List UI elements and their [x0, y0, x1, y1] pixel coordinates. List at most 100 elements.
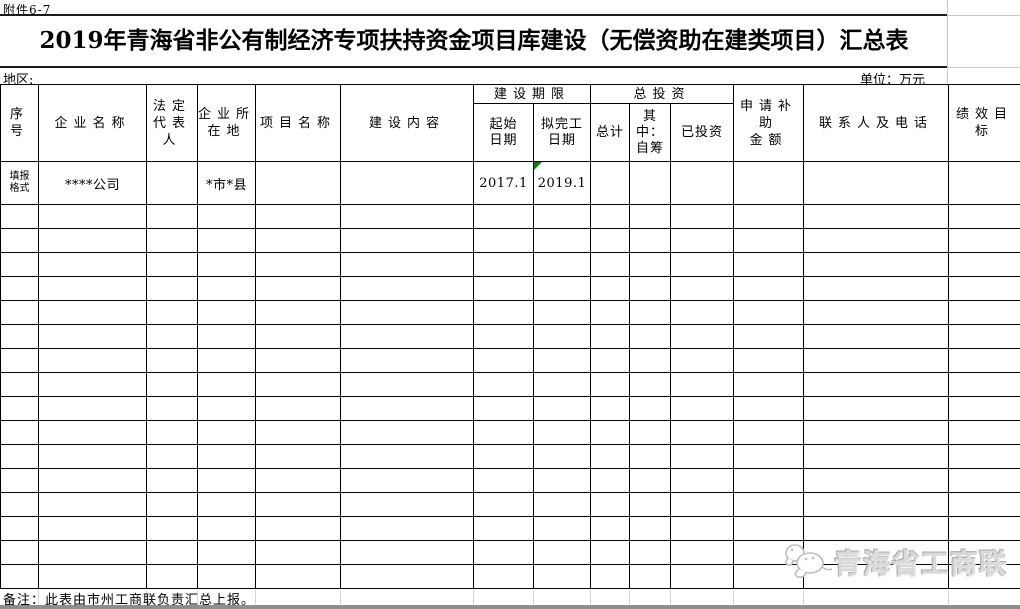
empty-cell	[255, 516, 341, 541]
header-row-sub: 起始 日期 拟完工 日期 总计 其 中： 自筹 已投资	[1, 103, 1020, 162]
empty-cell	[733, 372, 805, 397]
empty-cell	[146, 444, 198, 469]
col-header-label: 其 中： 自筹	[636, 108, 665, 156]
empty-cell	[590, 348, 631, 373]
empty-cell	[0, 228, 39, 253]
col-header-seq: 序号	[0, 84, 39, 162]
empty-cell	[532, 204, 592, 229]
empty-cell	[590, 564, 631, 589]
empty-cell	[197, 540, 256, 565]
table-body: 填报 格式 ****公司 *市*县 2017.1 2019.1	[0, 161, 1020, 589]
page-title: 2019年青海省非公有制经济专项扶持资金项目库建设（无偿资助在建类项目）汇总表	[39, 27, 909, 54]
empty-cell	[255, 300, 341, 325]
col-header-self-raised: 其 中： 自筹	[629, 103, 672, 162]
col-header-label: 绩效目标	[956, 107, 1014, 139]
empty-cell	[733, 252, 805, 277]
cell-text: *市*县	[205, 177, 247, 193]
empty-row	[0, 204, 1020, 229]
empty-cell	[629, 564, 672, 589]
faint-gridline-vertical	[803, 589, 804, 605]
empty-cell	[473, 396, 534, 421]
col-header-project-name: 项目名称	[255, 84, 341, 162]
empty-cell	[803, 252, 950, 277]
bottom-window-edge	[0, 605, 1020, 609]
empty-cell	[197, 324, 256, 349]
empty-cell	[532, 540, 592, 565]
empty-cell	[670, 420, 735, 445]
empty-cell	[197, 252, 256, 277]
faint-gridline-vertical	[38, 589, 39, 605]
empty-cell	[629, 300, 672, 325]
col-header-label: 申请补助 金额	[740, 98, 798, 148]
empty-cell	[803, 516, 950, 541]
empty-cell	[670, 228, 735, 253]
empty-cell	[670, 564, 735, 589]
empty-cell	[473, 372, 534, 397]
col-header-contact: 联系人及电话	[803, 84, 950, 162]
col-header-performance-target: 绩效目标	[948, 84, 1020, 162]
empty-cell	[803, 540, 950, 565]
empty-cell	[629, 396, 672, 421]
empty-cell	[255, 444, 341, 469]
faint-gridline-vertical	[948, 589, 949, 605]
empty-cell	[590, 492, 631, 517]
empty-cell	[146, 516, 198, 541]
empty-row	[0, 348, 1020, 373]
empty-cell	[146, 324, 198, 349]
empty-cell	[38, 516, 147, 541]
empty-cell	[590, 372, 631, 397]
faint-gridline-vertical	[590, 589, 591, 605]
empty-cell	[473, 276, 534, 301]
empty-cell	[590, 516, 631, 541]
filled-row-cell: 2019.1	[532, 161, 592, 205]
col-header-label: 企业所 在地	[198, 107, 256, 139]
empty-cell	[948, 252, 1020, 277]
faint-gridline-vertical	[255, 589, 256, 605]
empty-cell	[197, 372, 256, 397]
empty-cell	[629, 324, 672, 349]
empty-cell	[473, 564, 534, 589]
empty-cell	[590, 468, 631, 493]
col-header-label: 法定 代表 人	[152, 98, 191, 148]
empty-cell	[733, 540, 805, 565]
empty-cell	[532, 324, 592, 349]
empty-cell	[255, 204, 341, 229]
empty-cell	[146, 252, 198, 277]
empty-cell	[803, 348, 950, 373]
empty-cell	[473, 540, 534, 565]
empty-cell	[803, 564, 950, 589]
col-header-total: 总计	[590, 103, 631, 162]
empty-cell	[38, 540, 147, 565]
empty-cell	[670, 540, 735, 565]
empty-cell	[38, 228, 147, 253]
header-row-group: 序号 企业名称 法定 代表 人 企业所 在地 项目名称 建设内容 建设期限 总投…	[0, 84, 1020, 162]
empty-cell	[803, 204, 950, 229]
col-header-subsidy-amount: 申请补助 金额	[733, 84, 805, 162]
empty-row	[0, 372, 1020, 397]
empty-row	[0, 276, 1020, 301]
empty-cell	[629, 468, 672, 493]
empty-cell	[340, 564, 474, 589]
empty-cell	[473, 252, 534, 277]
empty-cell	[473, 444, 534, 469]
empty-cell	[948, 300, 1020, 325]
empty-cell	[197, 396, 256, 421]
empty-cell	[0, 324, 39, 349]
empty-row	[0, 468, 1020, 493]
empty-cell	[340, 492, 474, 517]
attachment-label: 附件6-7	[3, 3, 52, 17]
empty-cell	[146, 276, 198, 301]
empty-cell	[197, 276, 256, 301]
filled-row-cell	[146, 161, 198, 205]
col-header-construction-content: 建设内容	[340, 84, 474, 162]
empty-cell	[197, 492, 256, 517]
filled-row-cell	[670, 161, 735, 205]
empty-cell	[948, 348, 1020, 373]
empty-cell	[590, 444, 631, 469]
empty-cell	[803, 228, 950, 253]
empty-cell	[803, 372, 950, 397]
empty-cell	[473, 228, 534, 253]
empty-cell	[629, 276, 672, 301]
empty-cell	[590, 420, 631, 445]
empty-cell	[948, 396, 1020, 421]
